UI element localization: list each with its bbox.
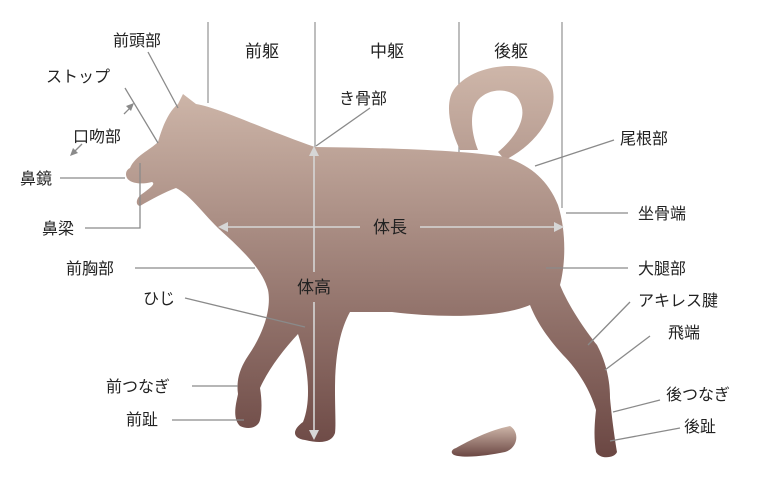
label-hock: 飛端 (668, 323, 700, 342)
label-ischium: 坐骨端 (638, 204, 686, 223)
section-fore-label: 前躯 (245, 42, 279, 62)
label-front-pastern: 前つなぎ (106, 377, 170, 396)
label-chest: 前胸部 (66, 259, 114, 278)
section-hind-label: 後躯 (494, 42, 528, 62)
body-length-arrow (218, 222, 564, 232)
label-muzzle: 口吻部 (73, 127, 121, 146)
label-elbow: ひじ (143, 289, 175, 308)
body-height-label: 体高 (297, 278, 331, 298)
label-tail-root: 尾根部 (620, 129, 668, 148)
label-thigh: 大腿部 (638, 259, 686, 278)
label-nose: 鼻鏡 (20, 169, 52, 188)
label-nasal-bridge: 鼻梁 (42, 219, 74, 238)
label-stop: ストップ (46, 67, 110, 86)
label-rear-toe: 後趾 (684, 417, 716, 436)
body-length-label: 体長 (373, 218, 407, 238)
label-forehead: 前頭部 (113, 31, 161, 50)
leader-lines (60, 51, 681, 442)
dog-silhouette (126, 66, 617, 458)
section-middle-label: 中躯 (370, 42, 404, 62)
label-front-toe: 前趾 (126, 410, 158, 429)
label-withers: き骨部 (339, 89, 387, 108)
label-rear-pastern: 後つなぎ (666, 385, 730, 404)
body-height-arrow (309, 146, 319, 440)
label-achilles: アキレス腱 (638, 291, 718, 310)
